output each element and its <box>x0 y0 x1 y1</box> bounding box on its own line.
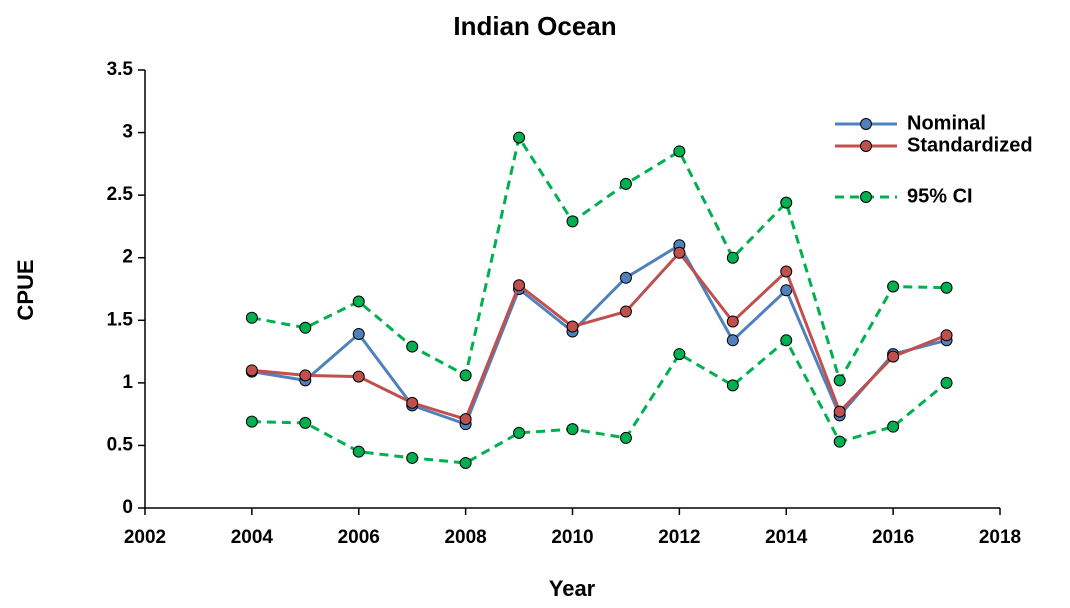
y-tick-label: 2.5 <box>107 184 134 205</box>
point <box>619 305 632 318</box>
x-tick-label: 2008 <box>444 527 486 548</box>
point <box>780 334 793 347</box>
x-tick-label: 2018 <box>979 527 1021 548</box>
point <box>619 431 632 444</box>
point <box>833 405 846 418</box>
ci-lower-line <box>251 337 948 465</box>
point <box>833 435 846 448</box>
point <box>352 445 365 458</box>
point <box>513 131 526 144</box>
point <box>833 374 846 387</box>
point <box>406 340 419 353</box>
point <box>406 451 419 464</box>
chart-title: Indian Ocean <box>453 11 616 41</box>
legend-label: Nominal <box>907 112 986 134</box>
point <box>299 321 312 334</box>
point <box>726 315 739 328</box>
series-line <box>251 243 947 427</box>
point <box>459 456 472 469</box>
point <box>513 279 526 292</box>
x-axis-label: Year <box>549 576 596 601</box>
point <box>780 196 793 209</box>
legend-marker <box>860 191 872 203</box>
point <box>887 280 900 293</box>
point <box>352 370 365 383</box>
point <box>245 364 258 377</box>
x-tick-label: 2014 <box>765 527 808 548</box>
series-line <box>251 250 948 421</box>
x-tick-label: 2006 <box>338 527 380 548</box>
point <box>566 320 579 333</box>
point <box>566 423 579 436</box>
point <box>673 246 686 259</box>
y-tick-label: 0.5 <box>107 434 134 455</box>
x-tick-label: 2012 <box>658 527 700 548</box>
y-axis-label: CPUE <box>13 259 38 320</box>
point <box>940 376 953 389</box>
legend-marker <box>860 140 872 152</box>
point <box>245 415 258 428</box>
point <box>780 284 793 297</box>
point <box>726 334 739 347</box>
ci-upper-line <box>251 133 947 385</box>
point <box>513 426 526 439</box>
point <box>299 369 312 382</box>
point <box>673 348 686 361</box>
y-tick-label: 1.5 <box>107 309 134 330</box>
point <box>940 329 953 342</box>
legend-label: Standardized <box>907 134 1033 156</box>
point <box>619 271 632 284</box>
point <box>726 251 739 264</box>
x-tick-label: 2004 <box>231 527 274 548</box>
point <box>940 281 953 294</box>
point <box>726 379 739 392</box>
point <box>459 413 472 426</box>
legend-marker <box>860 118 872 130</box>
point <box>245 311 258 324</box>
point <box>406 396 419 409</box>
point <box>299 416 312 429</box>
legend-label: 95% CI <box>907 185 973 207</box>
point <box>566 215 579 228</box>
x-tick-label: 2010 <box>551 527 593 548</box>
point <box>459 369 472 382</box>
y-tick-label: 3.5 <box>107 59 134 80</box>
point <box>352 295 365 308</box>
point <box>352 328 365 341</box>
x-tick-label: 2002 <box>124 527 166 548</box>
point <box>887 420 900 433</box>
y-tick-label: 2 <box>122 247 133 268</box>
point <box>619 177 632 190</box>
point <box>673 145 686 158</box>
y-tick-label: 0 <box>122 497 133 518</box>
y-tick-label: 3 <box>122 122 133 143</box>
point <box>780 265 793 278</box>
y-tick-label: 1 <box>122 372 133 393</box>
x-tick-label: 2016 <box>872 527 914 548</box>
point <box>887 350 900 363</box>
